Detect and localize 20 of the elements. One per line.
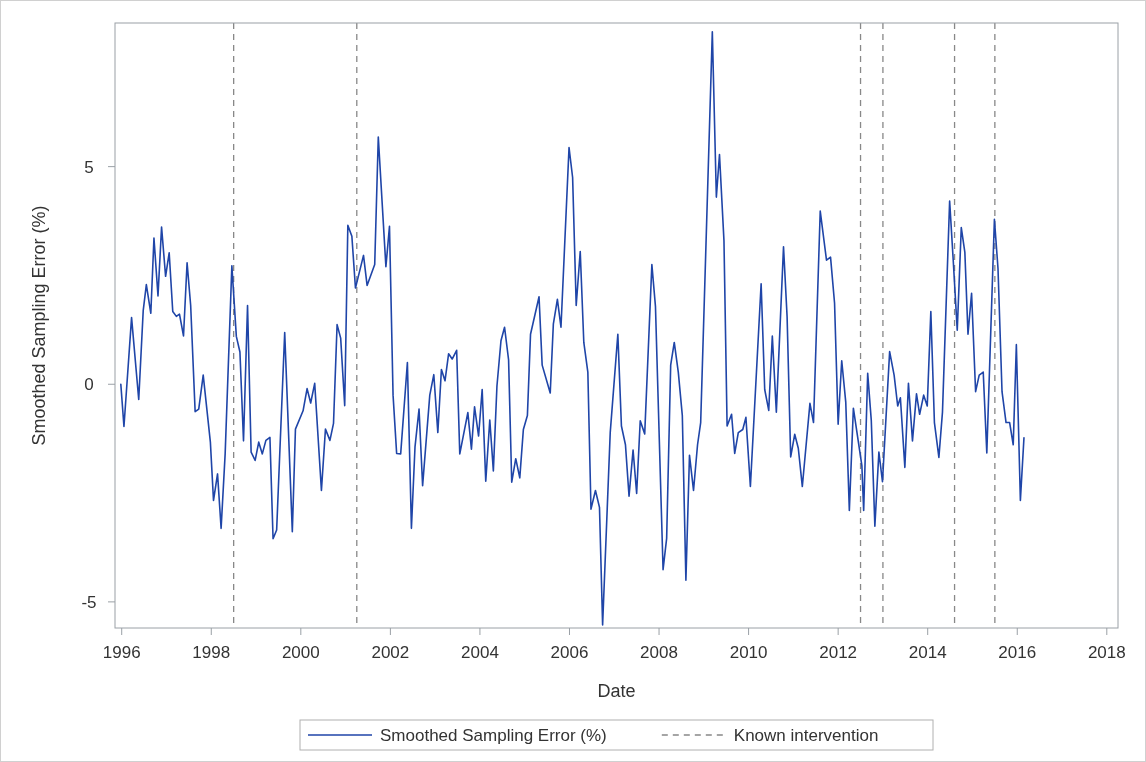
x-axis-title: Date xyxy=(597,681,636,701)
legend-label: Known intervention xyxy=(733,725,879,745)
x-tick-label: 2008 xyxy=(640,643,678,662)
x-tick-label: 1996 xyxy=(102,643,141,662)
x-tick-label: 2006 xyxy=(550,643,589,662)
x-tick-label: 2018 xyxy=(1087,643,1126,662)
x-tick-label: 1998 xyxy=(192,643,231,662)
x-tick-label: 2016 xyxy=(998,643,1037,662)
y-axis-title: Smoothed Sampling Error (%) xyxy=(29,205,49,446)
y-tick-label: 5 xyxy=(84,157,94,177)
x-tick-label: 2012 xyxy=(819,643,858,662)
line-series xyxy=(120,30,1025,626)
x-tick-label: 2010 xyxy=(729,643,768,662)
x-tick-label: 2014 xyxy=(908,643,947,662)
x-tick-label: 2004 xyxy=(461,643,499,662)
x-tick-label: 2002 xyxy=(371,643,410,662)
y-tick-label: -5 xyxy=(81,592,97,612)
y-tick-label: 0 xyxy=(84,375,94,395)
legend-label: Smoothed Sampling Error (%) xyxy=(380,725,607,745)
x-tick-label: 2000 xyxy=(281,643,320,662)
